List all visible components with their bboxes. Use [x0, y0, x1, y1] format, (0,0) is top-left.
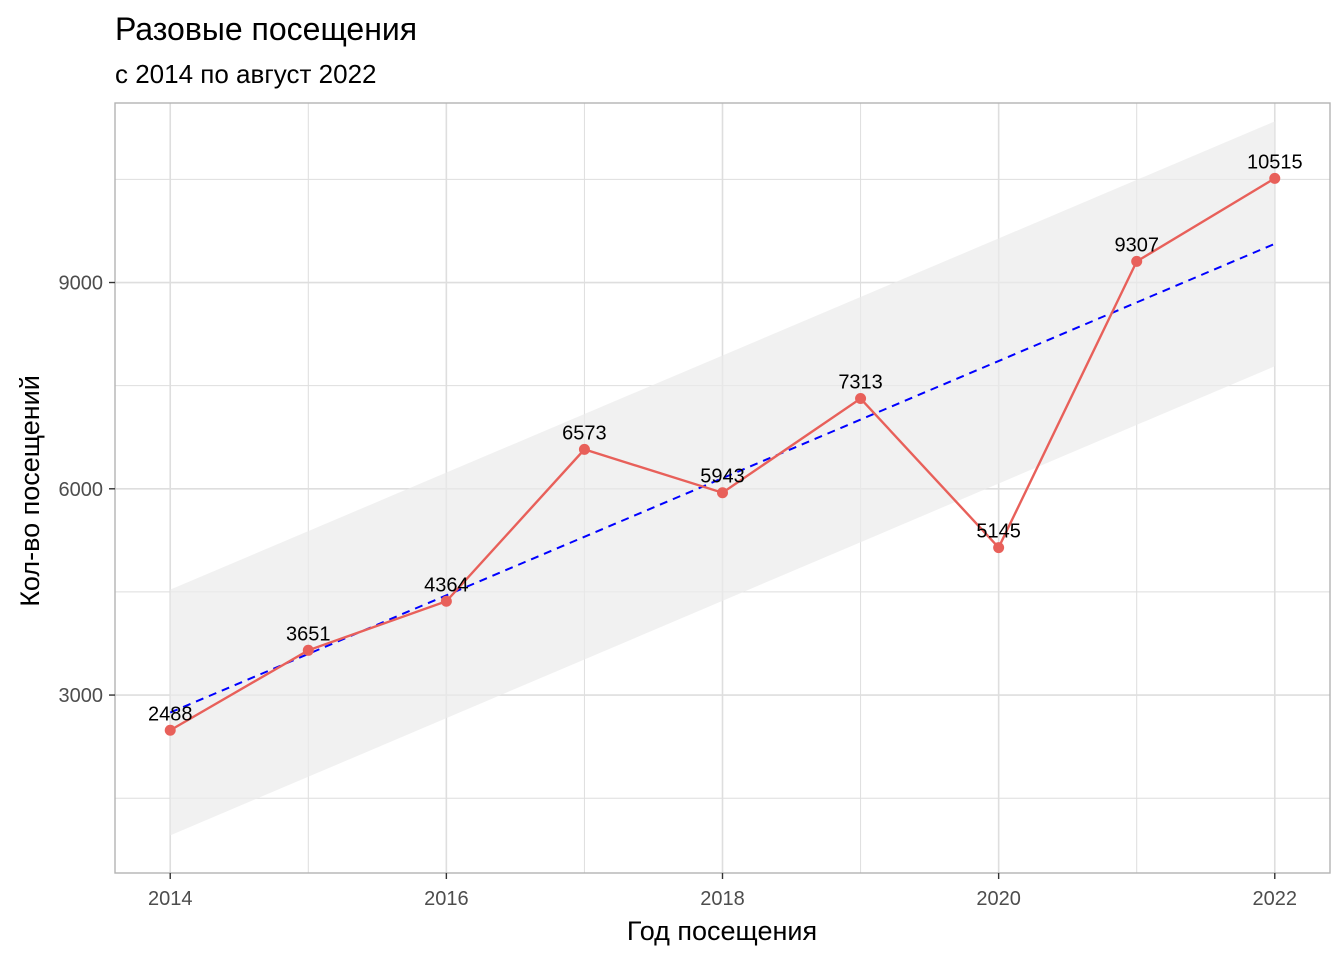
y-tick-label: 3000 [59, 685, 104, 707]
chart-title: Разовые посещения [115, 11, 417, 47]
data-point [440, 595, 452, 607]
x-tick-label: 2018 [700, 888, 745, 910]
plot-panel: 2488 3651 4364 6573 5943 7313 5145 9307 10515 [114, 102, 1331, 874]
data-label: 4364 [424, 574, 469, 596]
data-point [1269, 172, 1281, 184]
data-point [993, 542, 1005, 554]
data-point [717, 487, 728, 499]
data-point [164, 724, 176, 736]
x-tick-label: 2020 [976, 888, 1021, 910]
x-tick-label: 2022 [1253, 888, 1298, 910]
x-tick-label: 2014 [148, 888, 193, 910]
y-axis-ticks: 3000 6000 9000 [59, 273, 115, 707]
data-points [164, 172, 1281, 736]
data-label: 9307 [1114, 234, 1159, 256]
data-label: 3651 [286, 623, 331, 645]
x-axis-title: Год посещения [627, 916, 817, 946]
chart-subtitle: с 2014 по август 2022 [115, 59, 377, 89]
data-label: 5145 [976, 521, 1021, 543]
data-label: 7313 [838, 372, 883, 394]
y-tick-label: 9000 [59, 273, 104, 295]
x-axis-ticks: 2014 2016 2018 2020 2022 [148, 873, 1297, 910]
confidence-band [170, 121, 1275, 836]
data-point [302, 644, 314, 656]
y-tick-label: 6000 [59, 479, 104, 501]
x-tick-label: 2016 [424, 888, 469, 910]
data-label: 6573 [562, 422, 607, 444]
data-point [855, 393, 867, 405]
data-label: 2488 [148, 703, 193, 725]
data-label: 5943 [700, 466, 745, 488]
data-label: 10515 [1247, 151, 1303, 173]
data-labels: 2488 3651 4364 6573 5943 7313 5145 9307 10515 [148, 151, 1303, 725]
y-axis-title: Кол-во посещений [15, 375, 45, 607]
data-point [578, 443, 590, 455]
data-point [1131, 255, 1143, 267]
